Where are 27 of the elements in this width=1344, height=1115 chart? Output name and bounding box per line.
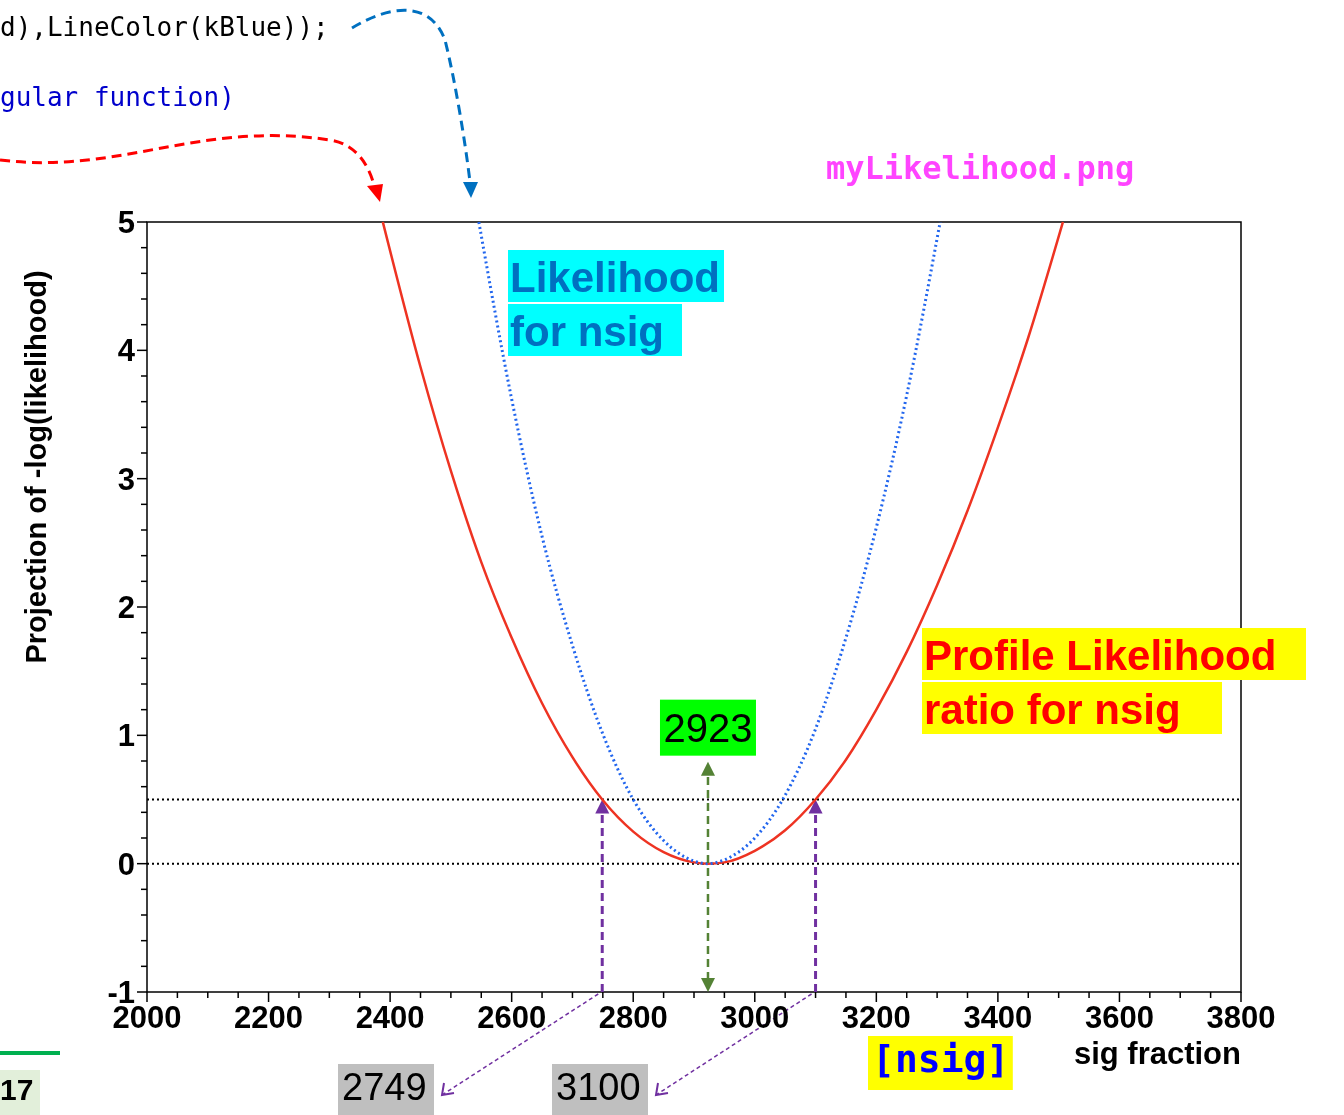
x-tick-label: 2600: [477, 1000, 547, 1035]
x-tick-label: 3800: [1206, 1000, 1276, 1035]
y-tick-label: 2: [117, 590, 135, 625]
x-axis-title: sig fraction: [1073, 1036, 1241, 1071]
text: 2749: [342, 1066, 427, 1109]
y-tick-label: 5: [117, 205, 135, 240]
text: 3100: [556, 1066, 641, 1109]
text: d),LineColor(kBlue));: [0, 12, 329, 43]
series-label: Profile Likelihood ratio for nsig: [924, 632, 1277, 733]
x-tick-label: 3200: [841, 1000, 911, 1035]
text: [nsig]: [872, 1037, 1010, 1082]
x-tick-label: 2200: [234, 1000, 304, 1035]
x-tick-label: 3000: [720, 1000, 790, 1035]
series-label: Likelihood for nsig: [510, 254, 720, 355]
x-tick-label: 3600: [1084, 1000, 1154, 1035]
y-axis-title: Projection of -log(likelihood): [20, 270, 52, 664]
text: 17: [0, 1072, 34, 1106]
text: myLikelihood.png: [826, 149, 1135, 188]
x-tick-label: 2400: [355, 1000, 425, 1035]
y-tick-label: 4: [117, 333, 136, 369]
y-tick-label: 0: [117, 846, 135, 882]
x-tick-label: 2800: [598, 1000, 668, 1035]
text: gular function): [0, 82, 235, 113]
y-tick-label: 1: [117, 718, 135, 754]
y-tick-label: 3: [117, 461, 135, 497]
x-tick-label: 3400: [963, 1000, 1033, 1035]
annotation: 2923: [663, 705, 753, 750]
